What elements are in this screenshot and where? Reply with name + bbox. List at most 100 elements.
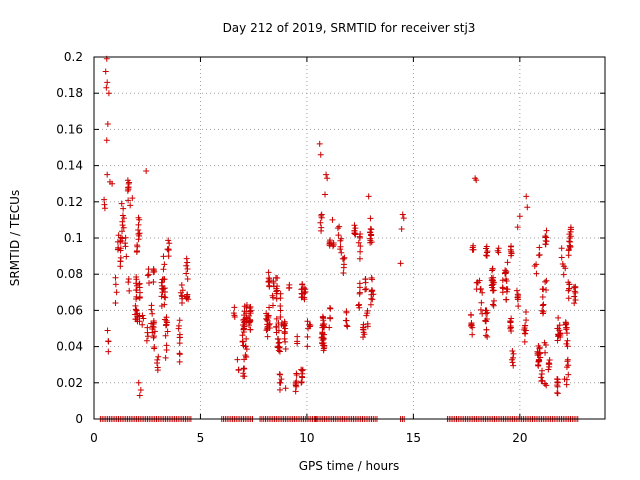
data-point <box>274 344 281 351</box>
data-point <box>514 296 521 303</box>
data-point <box>104 120 111 127</box>
data-point <box>176 334 183 341</box>
data-point <box>543 238 550 245</box>
y-tick-label: 0.14 <box>56 159 83 173</box>
data-point <box>540 301 547 308</box>
y-tick-label: 0 <box>75 412 83 426</box>
data-point <box>542 233 549 240</box>
data-point <box>292 379 299 386</box>
data-point <box>522 308 529 315</box>
data-point <box>338 249 345 256</box>
data-point <box>163 342 170 349</box>
data-point <box>558 254 565 261</box>
y-tick-label: 0.08 <box>56 267 83 281</box>
data-point <box>484 252 491 259</box>
data-point <box>243 304 250 311</box>
data-point <box>515 303 522 310</box>
data-point <box>510 350 517 357</box>
data-point <box>483 326 490 333</box>
data-point <box>277 295 284 302</box>
data-point <box>263 310 270 317</box>
data-point <box>563 321 570 328</box>
data-point <box>266 277 273 284</box>
data-point <box>109 180 116 187</box>
data-point <box>531 263 538 270</box>
data-point <box>272 274 279 281</box>
data-point <box>113 289 120 296</box>
data-point <box>321 331 328 338</box>
data-point <box>571 293 578 300</box>
data-point <box>483 245 490 252</box>
data-point <box>117 258 124 265</box>
data-point <box>276 348 283 355</box>
data-point <box>136 392 143 399</box>
data-point <box>184 294 191 301</box>
x-tick-labels: 0 5 10 15 20 <box>90 431 527 445</box>
data-point <box>546 356 553 363</box>
data-point <box>266 304 273 311</box>
data-point <box>566 242 573 249</box>
data-point <box>564 330 571 337</box>
data-point <box>398 225 405 232</box>
data-point <box>538 374 545 381</box>
data-point <box>484 333 491 340</box>
data-point <box>114 246 121 253</box>
data-point <box>125 184 132 191</box>
data-point <box>501 270 508 277</box>
data-point <box>545 366 552 373</box>
data-point <box>154 364 161 371</box>
data-point <box>125 180 132 187</box>
data-point <box>490 287 497 294</box>
data-point <box>571 288 578 295</box>
data-point <box>165 237 172 244</box>
data-point <box>126 287 133 294</box>
x-axis-label: GPS time / hours <box>299 459 400 473</box>
data-point <box>319 337 326 344</box>
data-point <box>545 360 552 367</box>
data-point <box>278 376 285 383</box>
data-point <box>510 362 517 369</box>
y-tick-label: 0.2 <box>64 50 83 64</box>
data-point <box>133 248 140 255</box>
data-point <box>334 225 341 232</box>
data-point <box>176 358 183 365</box>
data-point <box>555 325 562 332</box>
data-point <box>565 279 572 286</box>
data-point <box>101 205 108 212</box>
data-point <box>499 284 506 291</box>
data-point <box>273 315 280 322</box>
data-point <box>104 327 111 334</box>
data-point <box>183 270 190 277</box>
data-point <box>343 322 350 329</box>
data-point <box>362 279 369 286</box>
data-point <box>123 253 130 260</box>
y-tick-label: 0.02 <box>56 376 83 390</box>
data-point <box>319 322 326 329</box>
data-point <box>352 225 359 232</box>
data-point <box>281 330 288 337</box>
data-point <box>270 294 277 301</box>
data-point <box>298 366 305 373</box>
data-point <box>293 383 300 390</box>
data-point <box>482 332 489 339</box>
data-point <box>136 230 143 237</box>
data-point <box>536 244 543 251</box>
data-point <box>475 279 482 286</box>
data-point <box>275 320 282 327</box>
data-point <box>158 293 165 300</box>
data-point <box>538 370 545 377</box>
data-point <box>117 245 124 252</box>
data-point <box>503 276 510 283</box>
data-point <box>338 235 345 242</box>
data-point <box>104 171 111 178</box>
x-tick-label: 0 <box>90 431 98 445</box>
data-point <box>536 345 543 352</box>
data-point <box>133 307 140 314</box>
data-point <box>135 221 142 228</box>
data-point <box>158 285 165 292</box>
data-point <box>521 338 528 345</box>
data-point <box>367 225 374 232</box>
data-point <box>483 252 490 259</box>
data-point <box>317 151 324 158</box>
y-tick-label: 0.1 <box>64 231 83 245</box>
